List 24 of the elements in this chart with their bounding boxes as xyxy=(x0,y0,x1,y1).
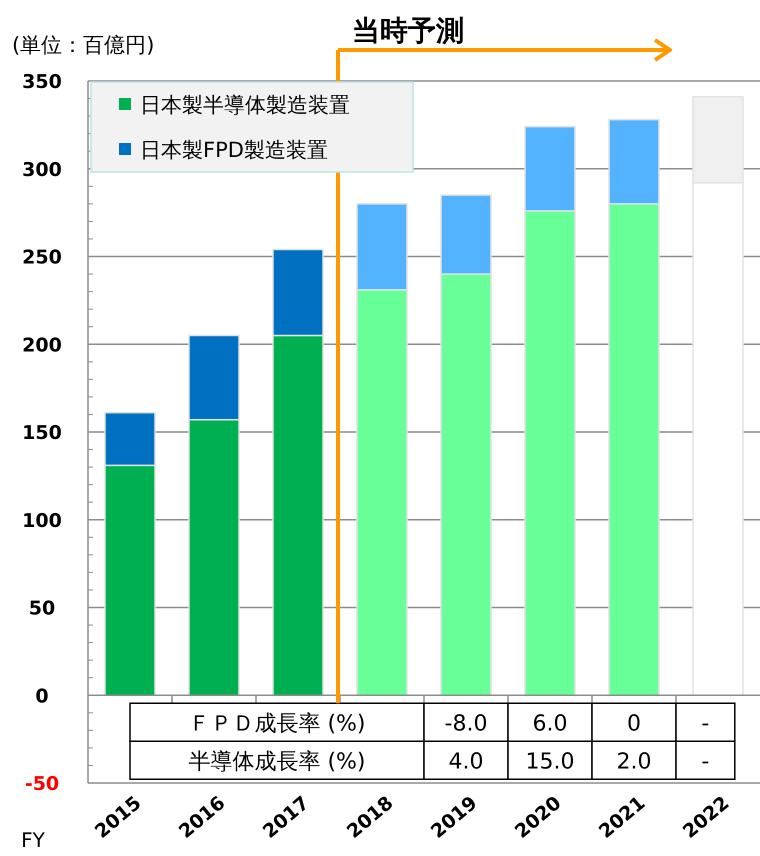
y-tick-label: 200 xyxy=(22,334,62,356)
annotation: 0 xyxy=(627,711,641,736)
annotation: 2.0 xyxy=(616,749,652,774)
annotation: 4.0 xyxy=(448,749,484,774)
annotation: - xyxy=(701,711,710,736)
legend-label: 日本製半導体製造装置 xyxy=(140,93,350,117)
y-tick-label: 250 xyxy=(22,246,62,268)
annotation: 6.0 xyxy=(532,711,568,736)
y-tick-label: -50 xyxy=(24,773,60,795)
y-tick-label: 300 xyxy=(22,158,62,181)
annotation: 15.0 xyxy=(526,749,574,774)
annotation: -8.0 xyxy=(444,711,488,736)
annotation: ＦＰＤ成長率 (%) xyxy=(188,711,366,736)
y-tick-label: 150 xyxy=(22,422,62,444)
ref-line-label: 当時予測 xyxy=(352,14,464,47)
y-tick-label: 50 xyxy=(28,598,56,620)
y-axis-title: (単位：百億円) xyxy=(12,33,154,57)
y-tick-label: 100 xyxy=(22,510,62,532)
y-tick-label: 0 xyxy=(35,685,49,708)
annotation: 半導体成長率 (%) xyxy=(188,749,366,774)
legend-label: 日本製FPD製造装置 xyxy=(140,138,328,162)
annotation: - xyxy=(701,749,710,774)
y-tick-label: 350 xyxy=(22,71,62,93)
x-axis-title: FY xyxy=(21,828,46,852)
